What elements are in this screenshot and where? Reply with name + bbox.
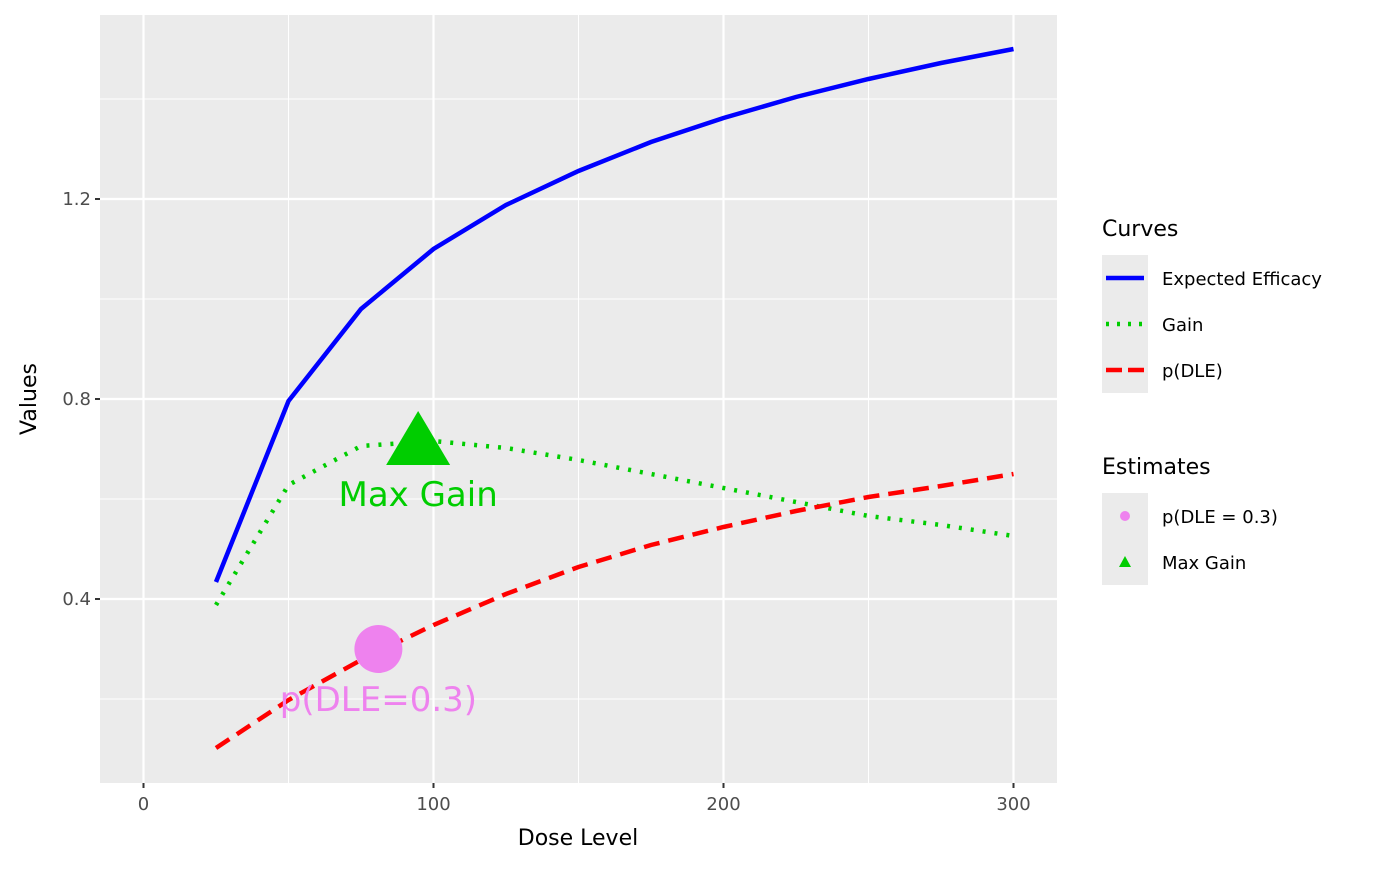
y-tick-label: 0.8 — [62, 389, 91, 410]
legend-label: Expected Efficacy — [1162, 269, 1322, 290]
series-line-expected-efficacy — [213, 46, 1014, 583]
y-tick-label: 1.2 — [62, 189, 91, 210]
series-line-p-dle- — [214, 471, 1014, 750]
x-tick-label: 300 — [996, 794, 1030, 815]
annotation-label: Max Gain — [338, 475, 497, 515]
point-max-gain — [386, 411, 451, 465]
legend-label: p(DLE = 0.3) — [1162, 507, 1278, 528]
points-group: p(DLE=0.3) Max Gain — [280, 411, 498, 720]
point-pdle-0-3 — [354, 625, 403, 673]
legend: Curves Estimates Expected Efficacy Gain p(… — [1102, 217, 1322, 585]
axes: 0 100 200 300 0.4 0.8 1.2 — [62, 189, 1030, 815]
y-axis-label: Values — [17, 363, 42, 435]
x-axis-label: Dose Level — [518, 826, 638, 851]
legend-label: Max Gain — [1162, 553, 1246, 574]
x-tick-label: 100 — [416, 794, 450, 815]
legend-label: Gain — [1162, 315, 1203, 336]
legend-label: p(DLE) — [1162, 361, 1223, 382]
legend-key-background — [1102, 493, 1148, 585]
x-tick-label: 200 — [706, 794, 740, 815]
legend-title-curves: Curves — [1102, 217, 1178, 242]
legend-title-estimates: Estimates — [1102, 455, 1211, 480]
annotation-label: p(DLE=0.3) — [280, 680, 477, 720]
legend-key-circle — [1120, 511, 1130, 521]
legend-key-triangle — [1119, 556, 1131, 567]
x-tick-label: 0 — [138, 794, 149, 815]
grid — [100, 15, 1057, 783]
series-group — [213, 46, 1014, 750]
y-tick-label: 0.4 — [62, 589, 91, 610]
